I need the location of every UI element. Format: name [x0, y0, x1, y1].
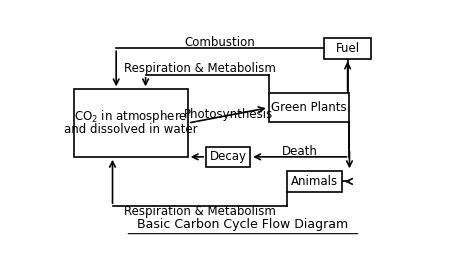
Bar	[324, 38, 372, 59]
Text: and dissolved in water: and dissolved in water	[64, 123, 198, 136]
Text: Combustion: Combustion	[184, 36, 255, 49]
Text: Basic Carbon Cycle Flow Diagram: Basic Carbon Cycle Flow Diagram	[137, 218, 348, 231]
Bar	[287, 171, 342, 192]
Text: Fuel: Fuel	[336, 42, 360, 55]
Bar	[206, 147, 250, 167]
Text: Respiration & Metabolism: Respiration & Metabolism	[124, 62, 276, 75]
Bar	[269, 93, 349, 122]
Text: CO$_2$ in atmosphere: CO$_2$ in atmosphere	[74, 109, 188, 126]
Text: Photosynthesis: Photosynthesis	[183, 108, 273, 121]
Text: Decay: Decay	[210, 150, 247, 163]
Text: Respiration & Metabolism: Respiration & Metabolism	[124, 205, 276, 218]
Text: Death: Death	[282, 145, 318, 158]
Text: Animals: Animals	[291, 175, 338, 188]
Text: Green Plants: Green Plants	[271, 101, 347, 114]
Bar	[74, 89, 188, 157]
